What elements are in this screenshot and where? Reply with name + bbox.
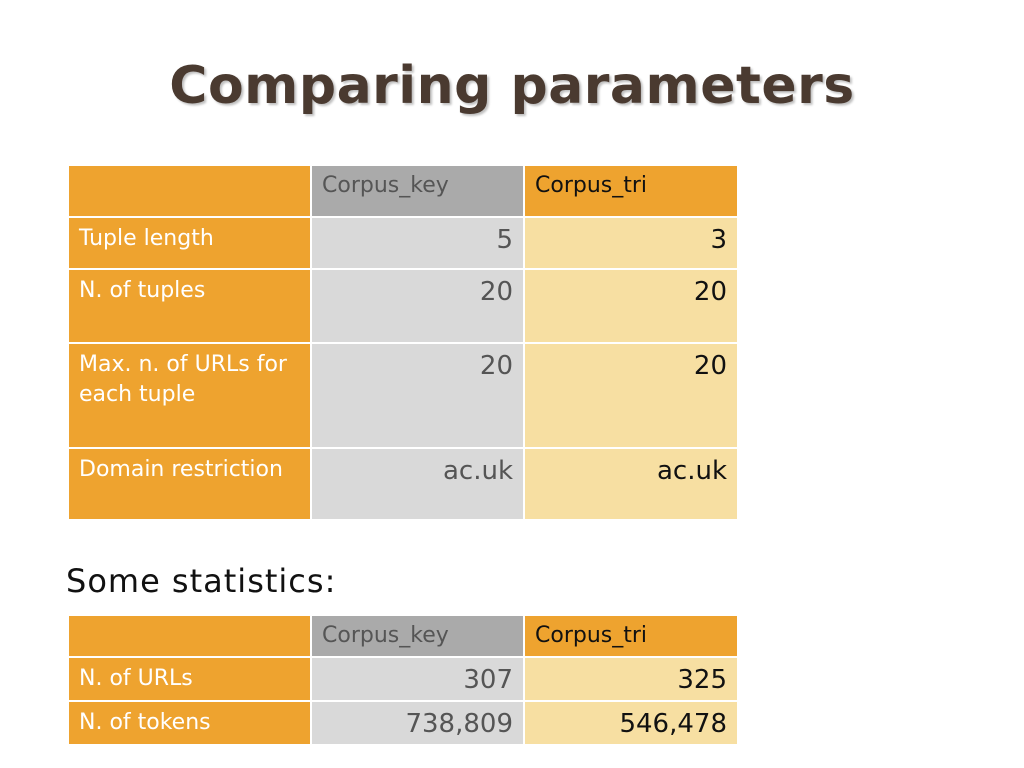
header-corpus-tri: Corpus_tri — [523, 614, 739, 658]
row-label: N. of URLs — [67, 656, 312, 702]
statistics-table: Corpus_key Corpus_tri N. of URLs 307 325… — [67, 614, 739, 746]
header-corpus-key: Corpus_key — [310, 614, 525, 658]
row-label: Max. n. of URLs for each tuple — [67, 342, 312, 449]
corpus-tri-value: 546,478 — [523, 700, 739, 746]
table-row: Domain restriction ac.uk ac.uk — [67, 447, 739, 521]
corpus-tri-value: 20 — [523, 342, 739, 449]
header-empty-cell — [67, 614, 312, 658]
table-header-row: Corpus_key Corpus_tri — [67, 614, 739, 658]
corpus-key-value: 738,809 — [310, 700, 525, 746]
header-corpus-tri: Corpus_tri — [523, 164, 739, 218]
row-label: N. of tuples — [67, 268, 312, 344]
row-label: Domain restriction — [67, 447, 312, 521]
table-header-row: Corpus_key Corpus_tri — [67, 164, 739, 218]
table-row: Tuple length 5 3 — [67, 216, 739, 270]
corpus-tri-value: 3 — [523, 216, 739, 270]
row-label: N. of tokens — [67, 700, 312, 746]
statistics-heading: Some statistics: — [66, 562, 337, 600]
corpus-key-value: 5 — [310, 216, 525, 270]
corpus-key-value: ac.uk — [310, 447, 525, 521]
parameters-table: Corpus_key Corpus_tri Tuple length 5 3 N… — [67, 164, 739, 521]
corpus-tri-value: 20 — [523, 268, 739, 344]
corpus-key-value: 20 — [310, 268, 525, 344]
header-empty-cell — [67, 164, 312, 218]
table-row: N. of tuples 20 20 — [67, 268, 739, 344]
slide-title: Comparing parameters — [169, 56, 855, 116]
corpus-key-value: 307 — [310, 656, 525, 702]
corpus-key-value: 20 — [310, 342, 525, 449]
table-row: N. of URLs 307 325 — [67, 656, 739, 702]
row-label: Tuple length — [67, 216, 312, 270]
table-row: N. of tokens 738,809 546,478 — [67, 700, 739, 746]
corpus-tri-value: 325 — [523, 656, 739, 702]
corpus-tri-value: ac.uk — [523, 447, 739, 521]
table-row: Max. n. of URLs for each tuple 20 20 — [67, 342, 739, 449]
header-corpus-key: Corpus_key — [310, 164, 525, 218]
